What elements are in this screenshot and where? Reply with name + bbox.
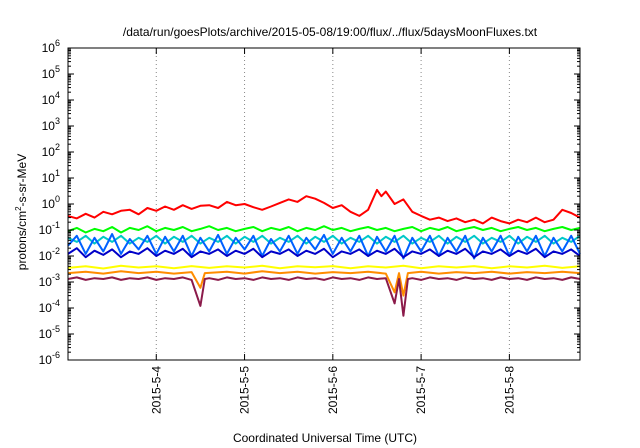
y-axis-ticks: 10-6 10-5 10-4 10-3 10-2 10-1 100 101 102 103 104 1… xyxy=(39,38,580,367)
y-tick-label-3: 10-3 xyxy=(39,272,60,289)
y-tick-label-7: 101 xyxy=(42,168,60,185)
series-lines xyxy=(67,188,581,317)
y-axis-label-sup: 2 xyxy=(14,206,23,211)
x-tick-label-0: 2015-5-4 xyxy=(149,366,163,414)
y-tick-label-12: 106 xyxy=(42,38,60,55)
x-tick-label-3: 2015-5-7 xyxy=(414,366,428,414)
grid-lines xyxy=(155,48,510,360)
series-line-7 xyxy=(67,276,581,317)
series-line-6 xyxy=(67,270,581,297)
series-line-5 xyxy=(67,264,581,270)
y-axis-label-post: -s-sr-MeV xyxy=(15,154,29,207)
y-tick-label-1: 10-5 xyxy=(39,324,60,341)
x-axis-label: Coordinated Universal Time (UTC) xyxy=(233,431,417,445)
y-tick-label-4: 10-2 xyxy=(39,246,60,263)
x-axis-ticks: 2015-5-4 2015-5-5 2015-5-6 2015-5-7 2015-5-8 xyxy=(149,48,516,414)
y-tick-label-6: 100 xyxy=(42,194,60,211)
x-tick-label-4: 2015-5-8 xyxy=(502,366,516,414)
y-axis-label-pre: protons/cm xyxy=(15,211,29,270)
y-tick-label-9: 103 xyxy=(42,116,60,133)
series-line-2 xyxy=(67,234,581,245)
plot-frame xyxy=(67,47,581,361)
series-line-4 xyxy=(67,247,581,259)
svg-text:protons/cm2-s-sr-MeV: protons/cm2-s-sr-MeV xyxy=(14,154,29,270)
series-line-1 xyxy=(67,225,581,234)
y-axis-label: protons/cm2-s-sr-MeV xyxy=(14,154,29,270)
y-tick-label-5: 10-1 xyxy=(39,220,60,237)
series-line-0 xyxy=(67,188,581,225)
x-tick-label-1: 2015-5-5 xyxy=(238,366,252,414)
chart-title: /data/run/goesPlots/archive/2015-05-08/1… xyxy=(123,25,538,39)
series-line-3 xyxy=(67,233,581,260)
y-tick-label-10: 104 xyxy=(42,90,60,107)
y-tick-label-0: 10-6 xyxy=(39,350,60,367)
y-tick-label-2: 10-4 xyxy=(39,298,60,315)
y-tick-label-11: 105 xyxy=(42,64,60,81)
y-tick-label-8: 102 xyxy=(42,142,60,159)
x-tick-label-2: 2015-5-6 xyxy=(326,366,340,414)
